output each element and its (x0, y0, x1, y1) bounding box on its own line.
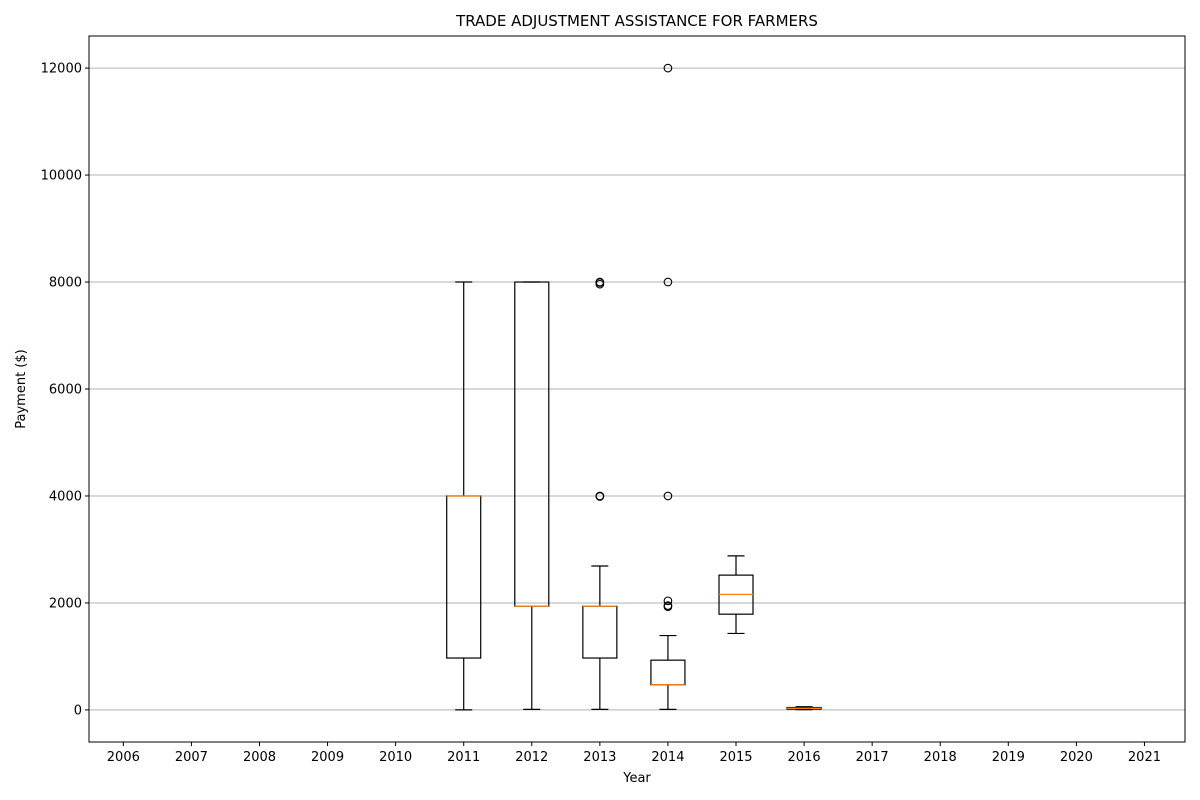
box-2015 (718, 555, 754, 635)
x-tick-label: 2021 (1128, 750, 1161, 765)
y-axis-label: Payment ($) (14, 349, 29, 428)
x-tick-label: 2008 (243, 750, 276, 765)
iqr-box (582, 605, 618, 659)
box-2012 (514, 281, 550, 710)
box-2014 (650, 63, 686, 710)
box-2011 (446, 281, 482, 711)
x-tick-label: 2007 (175, 750, 208, 765)
x-tick-label: 2015 (719, 750, 752, 765)
y-axis: 0 2000 4000 6000 8000 10000 12000 (41, 62, 89, 718)
x-tick-label: 2013 (583, 750, 616, 765)
boxes-layer (446, 63, 822, 711)
x-axis-label: Year (622, 771, 651, 786)
iqr-box (446, 495, 482, 659)
x-tick-label: 2018 (924, 750, 957, 765)
box-2013 (582, 277, 618, 710)
x-tick-label: 2017 (856, 750, 889, 765)
x-tick-label: 2014 (651, 750, 684, 765)
y-tick-label: 2000 (49, 596, 82, 611)
y-tick-label: 12000 (41, 62, 82, 77)
box-2016 (786, 706, 822, 711)
x-tick-label: 2020 (1060, 750, 1093, 765)
outlier-point (663, 596, 673, 606)
x-tick-label: 2009 (311, 750, 344, 765)
outlier-point (663, 277, 673, 287)
iqr-box (514, 281, 550, 607)
x-tick-label: 2010 (379, 750, 412, 765)
x-tick-label: 2019 (992, 750, 1025, 765)
y-tick-label: 6000 (49, 383, 82, 398)
y-tick-label: 4000 (49, 489, 82, 504)
y-tick-label: 8000 (49, 276, 82, 291)
iqr-box (650, 659, 686, 686)
y-gridlines (89, 67, 1185, 711)
outlier-point (595, 492, 605, 501)
outlier-point (663, 63, 673, 73)
x-tick-label: 2012 (515, 750, 548, 765)
x-tick-label: 2011 (447, 750, 480, 765)
outlier-point (595, 279, 605, 289)
y-tick-label: 0 (74, 703, 82, 718)
x-tick-label: 2016 (788, 750, 821, 765)
x-axis: 2006 2007 2008 2009 2010 2011 2012 2013 2014 2015… (107, 742, 1161, 765)
outlier-point (663, 491, 673, 501)
y-tick-label: 10000 (41, 169, 82, 184)
x-tick-label: 2006 (107, 750, 140, 765)
outlier-point (663, 601, 673, 610)
chart-title: TRADE ADJUSTMENT ASSISTANCE FOR FARMERS (455, 12, 818, 30)
